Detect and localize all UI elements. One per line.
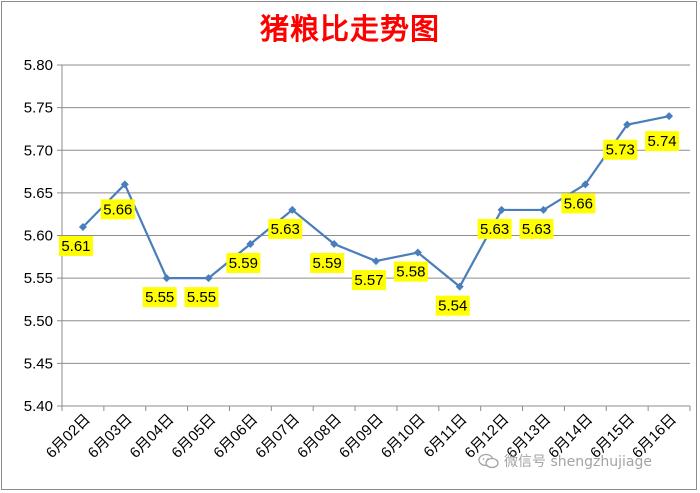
data-point	[78, 222, 87, 231]
data-label-text: 5.66	[103, 201, 132, 218]
data-label-box	[100, 199, 135, 220]
watermark-text: 微信号 shengzhujiage	[504, 454, 652, 470]
y-tick-label: 5.55	[24, 270, 53, 287]
data-label: 5.55	[142, 287, 177, 308]
data-point	[623, 120, 632, 129]
y-tick-label: 5.40	[24, 398, 53, 415]
data-label-text: 5.59	[313, 255, 342, 272]
data-label: 5.57	[352, 270, 386, 291]
chart-title: 猪粮比走势图	[259, 12, 440, 46]
data-label-box	[58, 235, 93, 256]
data-label-box	[603, 139, 638, 160]
y-tick-label: 5.70	[24, 142, 53, 159]
data-label-text: 5.63	[522, 221, 551, 238]
data-label-box	[519, 218, 554, 239]
x-tick-label: 6月04日	[127, 411, 178, 462]
data-point	[455, 282, 464, 291]
y-tick-label: 5.75	[24, 100, 53, 117]
data-label-box	[352, 270, 386, 291]
data-label: 5.66	[561, 193, 596, 214]
data-label-box	[226, 253, 261, 274]
data-label-box	[477, 218, 512, 239]
y-tick-label: 5.65	[24, 185, 53, 202]
data-point	[204, 274, 213, 283]
data-label-box	[645, 131, 680, 152]
data-label-text: 5.58	[396, 264, 425, 281]
x-tick-label: 6月09日	[336, 411, 387, 462]
data-label: 5.73	[603, 139, 638, 160]
data-point	[162, 274, 171, 283]
data-points	[78, 112, 674, 291]
y-tick-label: 5.80	[24, 57, 53, 74]
data-label-text: 5.59	[229, 255, 258, 272]
y-tick-label: 5.45	[24, 355, 53, 372]
data-point	[413, 248, 422, 257]
x-tick-label: 6月10日	[378, 411, 429, 462]
data-label: 5.66	[100, 199, 135, 220]
data-label: 5.63	[519, 218, 554, 239]
x-tick-label: 6月05日	[168, 411, 219, 462]
axes	[61, 65, 691, 411]
data-label: 5.58	[393, 261, 428, 282]
data-label-box	[268, 218, 303, 239]
data-point	[120, 180, 129, 189]
data-label-text: 5.63	[480, 221, 509, 238]
data-label: 5.54	[435, 295, 470, 316]
data-point	[665, 112, 674, 121]
y-tick-label: 5.50	[24, 313, 53, 330]
data-label-text: 5.61	[61, 238, 90, 255]
data-label-box	[393, 261, 428, 282]
data-label-text: 5.55	[145, 289, 174, 306]
x-tick-label: 6月11日	[420, 411, 470, 461]
data-label: 5.55	[184, 287, 219, 308]
data-point	[539, 205, 548, 214]
data-label-text: 5.73	[606, 142, 635, 159]
data-point	[288, 205, 297, 214]
x-tick-label: 6月08日	[294, 411, 345, 462]
data-point	[246, 240, 255, 249]
data-label-box	[184, 287, 219, 308]
y-tick-label: 5.60	[24, 228, 53, 245]
data-label-text: 5.63	[271, 221, 300, 238]
data-label: 5.63	[477, 218, 512, 239]
data-label-text: 5.54	[438, 298, 467, 315]
y-tick-labels: 5.40 5.45 5.50 5.55 5.60 5.65 5.70 5.75 5.80	[24, 57, 53, 415]
data-point	[330, 240, 339, 249]
x-tick-label: 6月02日	[43, 411, 94, 462]
data-label-text: 5.57	[354, 272, 383, 289]
x-tick-label: 6月06日	[210, 411, 261, 462]
data-label-text: 5.74	[647, 133, 676, 150]
data-label-box	[561, 193, 596, 214]
wechat-icon	[478, 453, 499, 469]
data-label-text: 5.55	[187, 289, 216, 306]
gridlines	[57, 64, 690, 407]
data-label-text: 5.66	[564, 195, 593, 212]
data-label: 5.59	[310, 253, 345, 274]
data-point	[581, 180, 590, 189]
data-point	[497, 205, 506, 214]
data-label-box	[310, 253, 345, 274]
x-tick-label: 6月03日	[85, 411, 136, 462]
x-tick-label: 6月07日	[252, 411, 303, 462]
data-label-box	[435, 295, 470, 316]
data-label: 5.61	[58, 235, 93, 256]
data-label-box	[142, 287, 177, 308]
data-label: 5.63	[268, 218, 303, 239]
data-point	[372, 257, 380, 266]
data-label: 5.59	[226, 253, 261, 274]
watermark: 微信号 shengzhujiage	[478, 451, 652, 471]
data-label: 5.74	[645, 131, 680, 152]
data-labels: 5.61 5.66 5.55 5.55 5.59 5.63 5.59 5.57 5.58 5.54…	[58, 131, 680, 316]
